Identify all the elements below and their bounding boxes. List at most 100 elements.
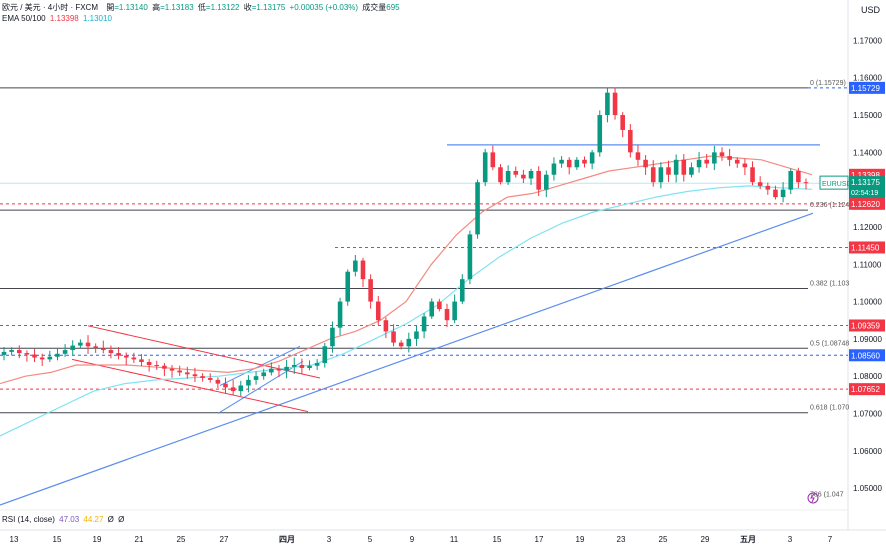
candle-body bbox=[70, 345, 76, 351]
fib-level-label: 0.5 (1.08748 bbox=[810, 340, 849, 347]
low-label: 低 bbox=[197, 3, 206, 12]
low-value: =1.13122 bbox=[205, 3, 240, 12]
candle-body bbox=[116, 353, 121, 356]
close-label: 收 bbox=[243, 3, 252, 12]
ema-label[interactable]: EMA 50/100 bbox=[2, 14, 46, 23]
y-tick-label: 1.15000 bbox=[853, 111, 882, 120]
x-tick-label: 27 bbox=[220, 535, 229, 544]
x-tick-label: 17 bbox=[535, 535, 544, 544]
price-level-label-box bbox=[849, 197, 885, 210]
candle-body bbox=[605, 92, 610, 116]
candle-body bbox=[536, 171, 541, 190]
candle-body bbox=[597, 115, 603, 153]
volume-label: 成交量 bbox=[362, 3, 387, 12]
candle-body bbox=[330, 327, 335, 347]
price-level-label-text: 1.13398 bbox=[851, 171, 880, 180]
candle-body bbox=[437, 301, 442, 310]
fib-level-label: 786 (1.047 bbox=[810, 491, 844, 498]
price-level-label-text: 1.07652 bbox=[851, 385, 880, 394]
candle-body bbox=[345, 271, 351, 302]
price-level-label-box bbox=[849, 81, 885, 94]
candle-body bbox=[467, 234, 473, 280]
price-level-label-box bbox=[849, 383, 885, 396]
candle-body bbox=[444, 309, 450, 321]
price-level-label-text: 1.12620 bbox=[851, 200, 880, 209]
candle-body bbox=[154, 364, 160, 366]
x-tick-label: 15 bbox=[53, 535, 62, 544]
symbol-tag-box bbox=[819, 175, 849, 190]
candle-body bbox=[391, 331, 396, 343]
y-tick-label: 1.07000 bbox=[853, 409, 882, 418]
candle-body bbox=[85, 342, 91, 347]
candle-body bbox=[207, 378, 213, 380]
candle-body bbox=[375, 301, 381, 321]
price-level-label-text: 1.09359 bbox=[851, 321, 880, 330]
x-tick-label: 四月 bbox=[279, 535, 295, 544]
open-label: 開 bbox=[106, 3, 115, 12]
candle-body bbox=[796, 171, 801, 183]
x-tick-label: 25 bbox=[659, 535, 668, 544]
x-tick-label: 3 bbox=[327, 535, 332, 544]
candle-body bbox=[139, 359, 144, 362]
candle-body bbox=[635, 152, 641, 160]
candle-body bbox=[16, 350, 22, 354]
x-tick-label: 19 bbox=[576, 535, 585, 544]
price-level-label-text: 1.11450 bbox=[851, 243, 880, 252]
high-value: =1.13183 bbox=[160, 3, 194, 12]
currency-label[interactable]: USD bbox=[860, 5, 880, 15]
x-tick-label: 13 bbox=[10, 535, 19, 544]
x-tick-label: 25 bbox=[177, 535, 186, 544]
candle-body bbox=[269, 368, 274, 373]
ema50-line bbox=[0, 155, 813, 385]
x-tick-label: 23 bbox=[617, 535, 626, 544]
channel-line-blue-upper bbox=[219, 345, 301, 386]
candle-body bbox=[582, 159, 587, 164]
ema50-value: 1.13398 bbox=[49, 14, 79, 23]
candle-body bbox=[93, 346, 98, 349]
y-tick-label: 1.17000 bbox=[853, 36, 882, 45]
candle-body bbox=[276, 368, 282, 371]
x-tick-label: 9 bbox=[410, 535, 415, 544]
candle-body bbox=[727, 156, 732, 160]
candle-body bbox=[742, 163, 748, 168]
current-price-text: 1.13175 bbox=[851, 178, 880, 187]
candle-body bbox=[131, 357, 137, 360]
candle-body bbox=[185, 372, 190, 375]
long-trendline bbox=[0, 212, 814, 506]
current-price-box bbox=[849, 176, 885, 199]
price-level-label-box bbox=[849, 349, 885, 362]
y-tick-label: 1.09000 bbox=[853, 335, 882, 344]
ema-legend: EMA 50/100 1.13398 1.13010 bbox=[2, 14, 112, 23]
alert-icon-bolt bbox=[810, 493, 815, 503]
candle-body bbox=[24, 353, 30, 355]
candle-body bbox=[322, 346, 328, 364]
candle-body bbox=[566, 159, 572, 168]
x-tick-label: 11 bbox=[450, 535, 459, 544]
candle-body bbox=[459, 279, 465, 302]
candle-body bbox=[528, 171, 534, 179]
y-tick-label: 1.12000 bbox=[853, 223, 882, 232]
candle-body bbox=[162, 365, 167, 369]
y-tick-label: 1.11000 bbox=[853, 260, 882, 269]
candle-body bbox=[246, 379, 251, 386]
candle-body bbox=[108, 350, 114, 354]
candle-body bbox=[223, 383, 228, 388]
symbol-name[interactable]: 欧元 / 美元 · 4小时 · FXCM bbox=[2, 3, 98, 12]
candle-body bbox=[750, 167, 755, 183]
candle-body bbox=[452, 301, 457, 321]
change-value: +0.00035 (+0.03%) bbox=[289, 3, 359, 12]
candle-body bbox=[47, 356, 53, 360]
candle-body bbox=[650, 167, 656, 183]
candle-body bbox=[704, 159, 709, 164]
candle-body bbox=[429, 301, 435, 317]
x-tick-label: 5 bbox=[368, 535, 373, 544]
x-tick-label: 7 bbox=[828, 535, 833, 544]
price-level-label-text: 1.15729 bbox=[851, 84, 880, 93]
candle-body bbox=[734, 159, 740, 164]
candle-body bbox=[482, 152, 488, 183]
x-tick-label: 3 bbox=[788, 535, 793, 544]
candle-body bbox=[337, 301, 343, 328]
ema100-line bbox=[0, 185, 813, 437]
rsi-label[interactable]: RSI (14, close) bbox=[2, 515, 55, 524]
